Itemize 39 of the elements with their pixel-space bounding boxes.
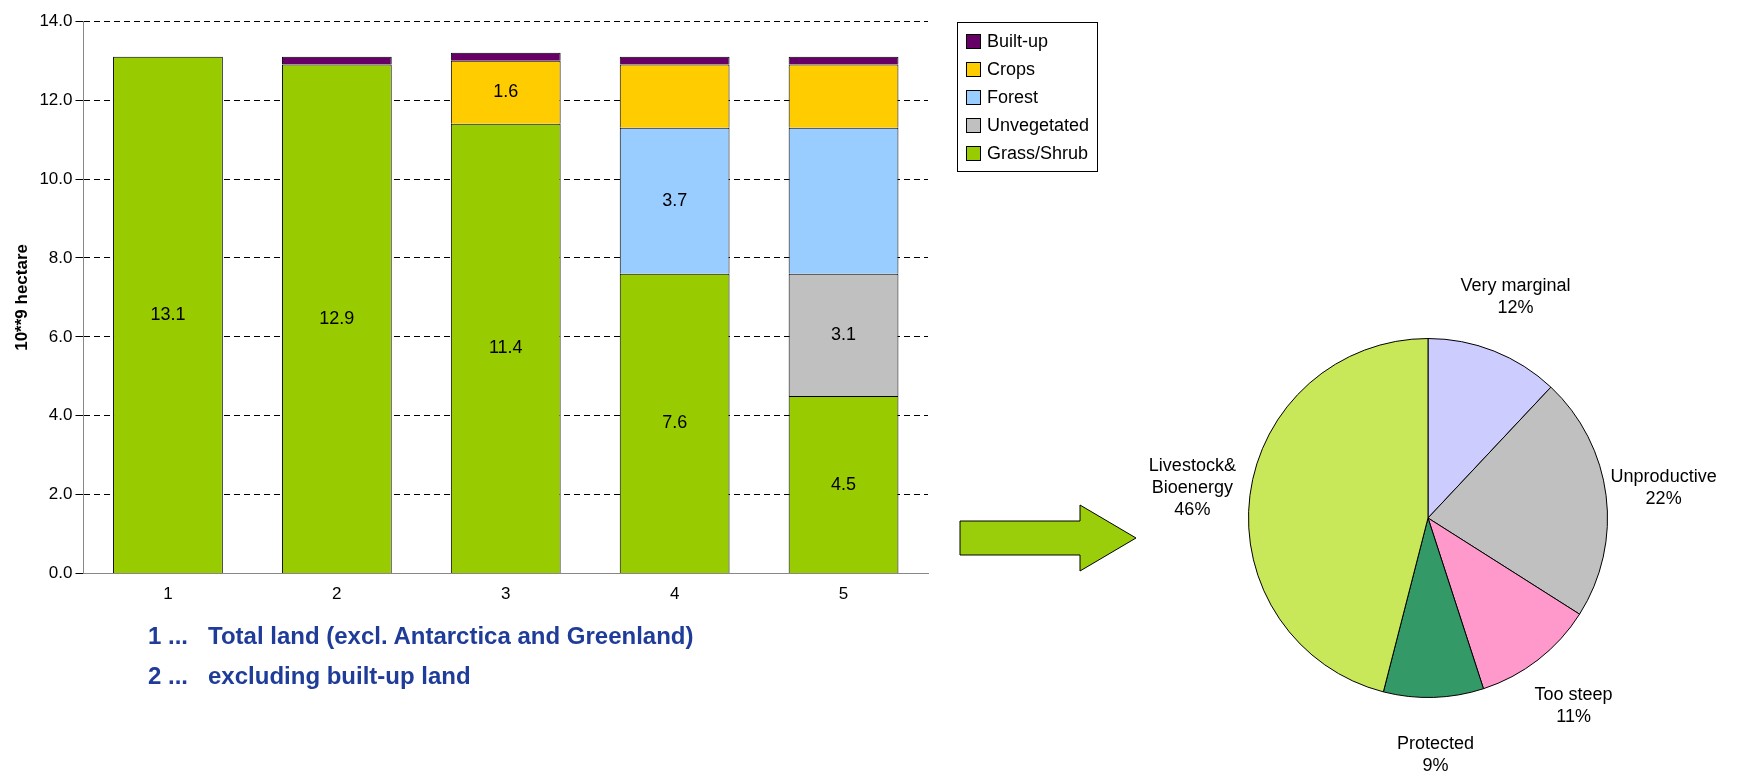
data-label: 11% — [1556, 705, 1591, 726]
y-tick-label: 8.0 — [48, 247, 73, 267]
text: Grass/Shrub — [986, 142, 1088, 165]
legend-label: Built-up — [986, 30, 1048, 53]
slice-label: Livestock& Bioenergy — [1148, 455, 1236, 498]
y-tick-label: 12.0 — [39, 89, 73, 109]
y-tick-label: 2.0 — [48, 484, 73, 504]
y-tick-label: 6.0 — [48, 326, 73, 346]
y-tick-label: 14.0 — [39, 10, 73, 30]
x-tick-label: 5 — [838, 584, 849, 604]
data-label: 1.6 — [493, 81, 519, 102]
data-label: 13.1 — [150, 303, 186, 324]
data-label: 7.6 — [662, 412, 688, 433]
y-axis-title: 10**9 hectare — [11, 243, 31, 351]
legend-label: Unvegetated — [986, 114, 1089, 137]
data-label: 3.1 — [831, 323, 857, 344]
legend-label: Forest — [986, 86, 1038, 109]
data-label: 9% — [1422, 755, 1449, 776]
x-tick-label: 4 — [669, 584, 680, 604]
legend-label: Crops — [986, 58, 1035, 81]
slice-label: Unproductive — [1610, 466, 1717, 487]
data-label: 22% — [1645, 488, 1682, 509]
data-label: 3.7 — [662, 189, 688, 210]
data-label: 11.4 — [488, 337, 523, 358]
y-tick-label: 4.0 — [48, 405, 73, 425]
data-label: 46% — [1174, 499, 1211, 520]
data-label: 12% — [1497, 297, 1534, 318]
slice-label: Very marginal — [1460, 275, 1571, 296]
y-tick-label: 0.0 — [48, 563, 73, 583]
text: 2 ... excluding built-up land — [148, 661, 472, 691]
x-tick-label: 1 — [163, 584, 173, 604]
slice-label: Too steep — [1534, 683, 1613, 704]
data-label: 4.5 — [831, 473, 857, 494]
data-label: 12.9 — [319, 307, 355, 328]
text: 1 ... Total land (excl. Antarctica and Greenland) — [148, 621, 695, 651]
x-tick-label: 3 — [501, 584, 511, 604]
slice-label: Protected — [1396, 733, 1474, 754]
y-tick-label: 10.0 — [39, 168, 73, 188]
x-tick-label: 2 — [332, 584, 342, 604]
